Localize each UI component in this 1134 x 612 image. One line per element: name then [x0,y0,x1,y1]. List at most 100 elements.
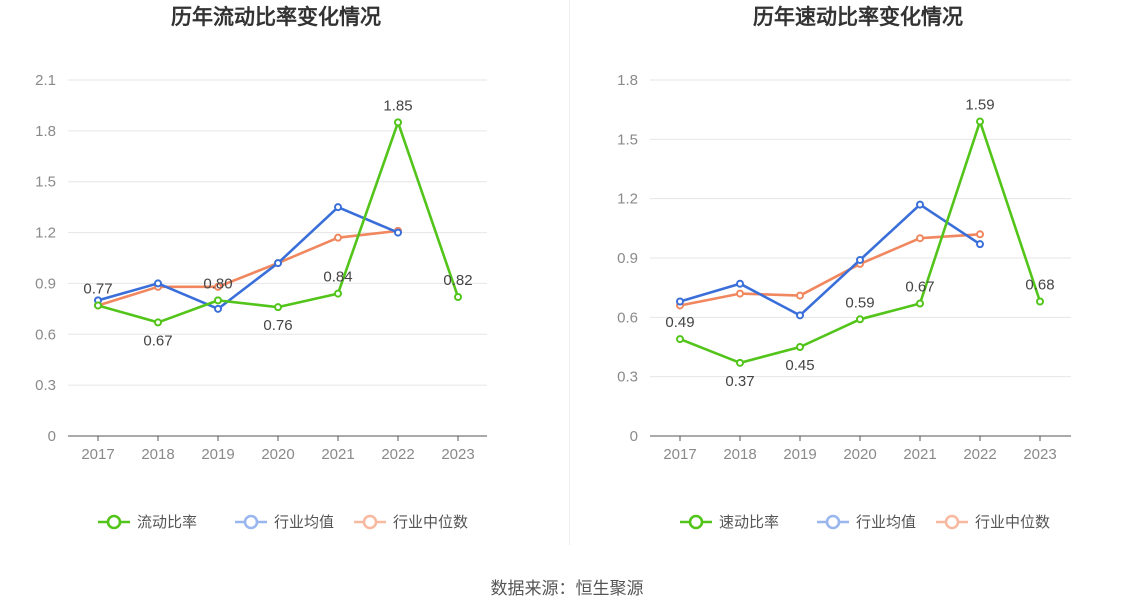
chart-title: 历年流动比率变化情况 [171,5,381,29]
chart-title: 历年速动比率变化情况 [753,5,963,29]
legend-label: 流动比率 [137,514,197,531]
y-tick-label: 1.2 [617,191,638,208]
y-tick-label: 0.6 [35,326,56,343]
data-label: 0.76 [263,317,292,334]
industry-average-series-point [154,279,162,288]
y-tick-label: 1.5 [35,174,56,191]
legend-main: 速动比率 [680,514,779,531]
legend-label: 速动比率 [719,514,779,531]
legend-label: 行业均值 [856,514,916,531]
main-series-point [736,358,744,367]
industry-average-series-point [976,240,984,249]
legend-industry-median: 行业中位数 [354,514,468,531]
main-series-point [1036,297,1044,306]
y-tick-label: 1.8 [35,123,56,140]
x-tick-label: 2023 [441,446,474,463]
legend-label: 行业均值 [274,514,334,531]
x-tick-label: 2018 [141,446,174,463]
industry-average-series-point [796,311,804,320]
main-series-point [676,335,684,344]
main-series-line [97,121,460,324]
legend-industry-average: 行业均值 [235,514,334,531]
main-series-point [214,296,222,305]
main-series-point [394,118,402,127]
data-label: 0.84 [323,269,352,286]
industry-median-series-point [916,234,924,243]
legend-marker [688,514,704,530]
main-series-point [454,292,462,301]
x-tick-label: 2021 [903,446,936,463]
main-series-point [976,117,984,126]
industry-average-series-point [856,255,864,264]
main-series-point [94,301,102,310]
data-label: 0.45 [785,357,814,374]
data-label: 0.67 [905,278,934,295]
legend-industry-average: 行业均值 [817,514,916,531]
x-tick-label: 2017 [663,446,696,463]
industry-average-series-point [736,279,744,288]
x-tick-label: 2020 [261,446,294,463]
industry-average-series-point [214,304,222,313]
y-tick-label: 0 [48,428,56,445]
main-series-line [679,120,1042,365]
x-tick-label: 2019 [783,446,816,463]
industry-average-series-line [97,205,399,311]
industry-average-series-point [274,259,282,268]
industry-average-series-point [676,297,684,306]
data-label: 0.67 [143,332,172,349]
main-series-point [796,343,804,351]
industry-average-series-point [916,200,924,209]
y-tick-label: 1.2 [35,225,56,242]
data-label: 0.68 [1025,277,1054,294]
y-tick-label: 0 [630,428,638,445]
legend-marker [106,514,122,530]
data-label: 0.37 [725,373,754,390]
legend-marker [944,514,960,530]
x-tick-label: 2022 [381,446,414,463]
x-tick-label: 2023 [1023,446,1056,463]
y-tick-label: 0.9 [35,275,56,292]
main-series-point [856,315,864,324]
y-tick-label: 0.3 [35,377,56,394]
x-tick-label: 2019 [201,446,234,463]
industry-average-series-point [334,203,342,212]
y-tick-label: 1.5 [617,131,638,148]
industry-median-series-point [334,233,342,242]
industry-median-series-line [679,232,981,307]
y-tick-label: 0.9 [617,250,638,267]
industry-median-series-point [796,291,804,300]
data-label: 0.49 [665,314,694,331]
data-label: 0.82 [443,272,472,289]
legend-marker [243,514,259,530]
legend-marker [362,514,378,530]
legend-industry-median: 行业中位数 [936,514,1050,531]
industry-median-series-point [736,289,744,298]
data-label: 0.80 [203,275,232,292]
x-tick-label: 2022 [963,446,996,463]
industry-median-series-point [214,282,222,291]
x-tick-label: 2017 [81,446,114,463]
x-tick-label: 2021 [321,446,354,463]
industry-average-series-point [394,228,402,237]
legend-label: 行业中位数 [393,514,468,531]
main-series-point [916,299,924,308]
y-tick-label: 0.6 [617,309,638,326]
data-label: 0.59 [845,294,874,311]
quick-ratio-chart: 历年速动比率变化情况 0 0.3 0.6 0.9 1.2 1.5 1.8 2017 2018 201… [617,5,1071,531]
legend-marker [825,514,841,530]
legend-main: 流动比率 [98,514,197,531]
y-tick-label: 1.8 [617,72,638,89]
x-tick-label: 2020 [843,446,876,463]
data-label: 0.77 [83,280,112,297]
legend-label: 行业中位数 [975,514,1050,531]
data-label: 1.59 [965,97,994,114]
industry-median-series-point [976,230,984,239]
data-label: 1.85 [383,97,412,114]
chart-divider [569,0,570,545]
industry-median-series-line [97,229,399,307]
main-series-point [334,289,342,298]
current-ratio-chart: 历年流动比率变化情况 0 0.3 0.6 0.9 1.2 1.5 1.8 2.1 2017 2018… [35,5,487,531]
main-series-point [274,303,282,312]
y-tick-label: 0.3 [617,369,638,386]
